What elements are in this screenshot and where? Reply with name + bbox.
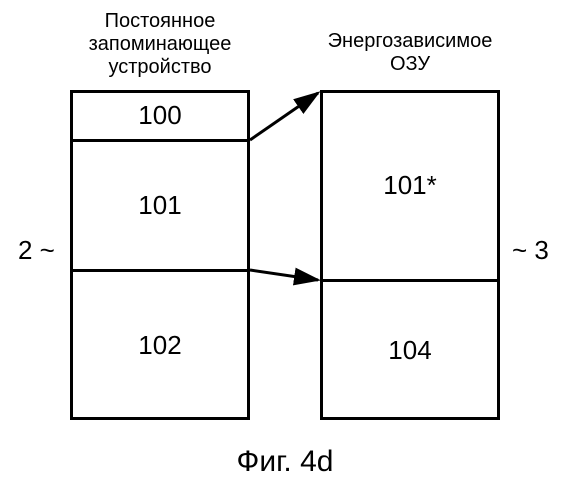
left-cell-2: 102 (100, 330, 220, 361)
figure-caption: Фиг. 4d (0, 445, 570, 479)
right-side-label: ~ 3 (512, 235, 549, 266)
left-divider-1 (70, 269, 250, 272)
figure-4d: Постоянное запоминающее устройство Энерг… (0, 0, 570, 500)
right-cell-0: 101* (350, 170, 470, 201)
right-divider-0 (320, 279, 500, 282)
left-column-title: Постоянное запоминающее устройство (60, 10, 260, 79)
left-cell-0: 100 (100, 100, 220, 131)
right-column-title: Энергозависимое ОЗУ (305, 30, 515, 76)
left-divider-0 (70, 139, 250, 142)
arrow-1 (250, 270, 318, 280)
arrow-0 (250, 93, 318, 140)
left-cell-1: 101 (100, 190, 220, 221)
right-memory-box (320, 90, 500, 420)
right-cell-1: 104 (350, 335, 470, 366)
left-side-label: 2 ~ (18, 235, 55, 266)
